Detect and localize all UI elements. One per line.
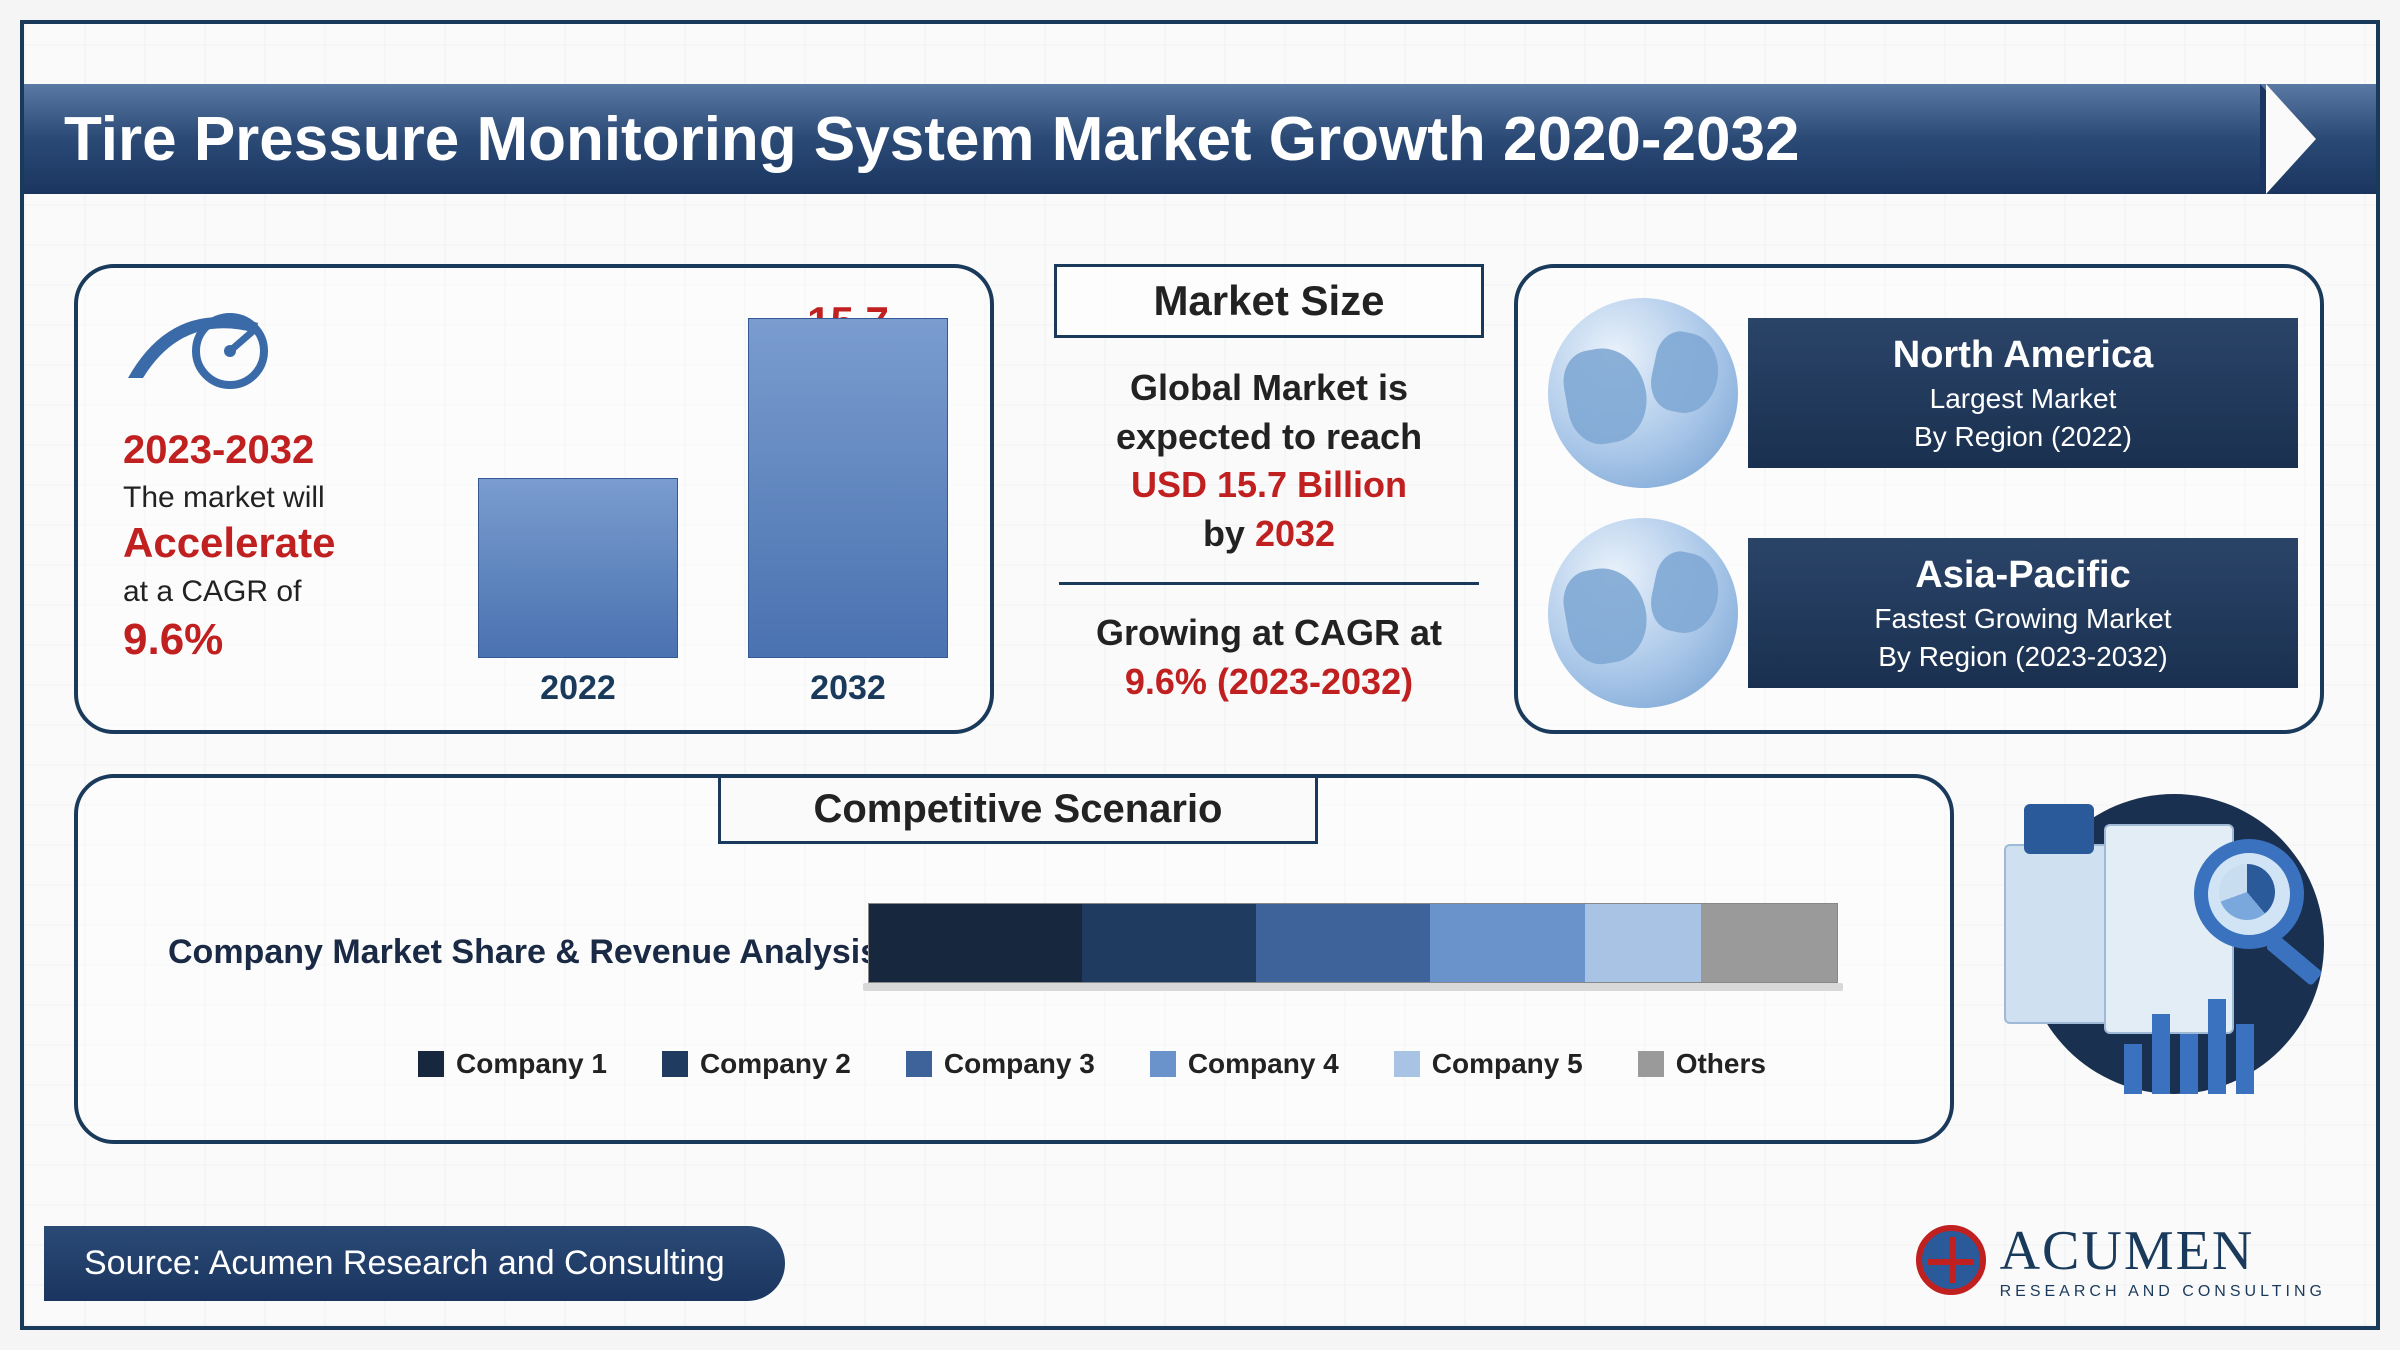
- stacked-bar-baseline: [863, 983, 1843, 991]
- logo-globe-icon: [1916, 1225, 1986, 1295]
- market-size-body: Global Market is expected to reach USD 1…: [1044, 364, 1494, 707]
- source-attribution: Source: Acumen Research and Consulting: [44, 1226, 785, 1301]
- bar-label-2022: 2022: [478, 669, 678, 708]
- legend-label: Company 5: [1432, 1048, 1583, 1080]
- legend-swatch-icon: [1394, 1051, 1420, 1077]
- ms-cagr-label: Growing at CAGR at: [1044, 609, 1494, 658]
- market-size-title: Market Size: [1153, 277, 1384, 325]
- share-segment: [1585, 904, 1701, 982]
- growth-bar-chart: 15.7 2022 2032: [458, 298, 958, 718]
- legend-item: Company 3: [906, 1048, 1095, 1080]
- acumen-logo: ACUMEN RESEARCH AND CONSULTING: [1916, 1219, 2326, 1301]
- globe-icon: [1548, 518, 1738, 708]
- legend-item: Company 5: [1394, 1048, 1583, 1080]
- bar-2022: [478, 478, 678, 658]
- competitive-title: Competitive Scenario: [813, 787, 1222, 832]
- logo-text: ACUMEN RESEARCH AND CONSULTING: [2000, 1219, 2326, 1301]
- competitive-label: Company Market Share & Revenue Analysis: [168, 933, 879, 972]
- ms-by: by 2032: [1044, 510, 1494, 559]
- region-band-apac: Asia-Pacific Fastest Growing Market By R…: [1748, 538, 2298, 688]
- growth-accelerate: Accelerate: [123, 519, 423, 567]
- market-size-title-box: Market Size: [1054, 264, 1484, 338]
- legend-swatch-icon: [1638, 1051, 1664, 1077]
- logo-sub: RESEARCH AND CONSULTING: [2000, 1283, 2326, 1301]
- ms-divider: [1059, 582, 1479, 585]
- page-title: Tire Pressure Monitoring System Market G…: [64, 104, 1800, 175]
- legend-label: Company 1: [456, 1048, 607, 1080]
- region-na-sub2: By Region (2022): [1748, 421, 2298, 453]
- region-na-sub1: Largest Market: [1748, 383, 2298, 415]
- ms-line2: expected to reach: [1044, 413, 1494, 462]
- speedometer-icon: [118, 293, 278, 403]
- competitive-legend: Company 1 Company 2 Company 3 Company 4 Comp…: [418, 1048, 1766, 1080]
- logo-main: ACUMEN: [2000, 1219, 2326, 1283]
- share-segment: [1701, 904, 1837, 982]
- region-na-title: North America: [1748, 334, 2298, 377]
- legend-item: Company 2: [662, 1048, 851, 1080]
- ms-by-prefix: by: [1203, 513, 1255, 554]
- title-bar: Tire Pressure Monitoring System Market G…: [24, 84, 2376, 194]
- legend-swatch-icon: [418, 1051, 444, 1077]
- globe-icon: [1548, 298, 1738, 488]
- share-segment: [1256, 904, 1430, 982]
- legend-label: Company 4: [1188, 1048, 1339, 1080]
- growth-line1: The market will: [123, 481, 423, 515]
- region-apac-title: Asia-Pacific: [1748, 554, 2298, 597]
- growth-text-block: 2023-2032 The market will Accelerate at …: [123, 428, 423, 665]
- legend-item: Company 4: [1150, 1048, 1339, 1080]
- region-apac-sub2: By Region (2023-2032): [1748, 641, 2298, 673]
- share-segment: [1430, 904, 1585, 982]
- analytics-illustration-icon: [1994, 784, 2334, 1124]
- infographic-frame: Tire Pressure Monitoring System Market G…: [20, 20, 2380, 1330]
- content-area: 2023-2032 The market will Accelerate at …: [74, 234, 2326, 1216]
- legend-swatch-icon: [906, 1051, 932, 1077]
- competitive-panel: Competitive Scenario Company Market Shar…: [74, 774, 1954, 1144]
- growth-percent: 9.6%: [123, 615, 423, 665]
- share-segment: [1082, 904, 1256, 982]
- legend-label: Company 2: [700, 1048, 851, 1080]
- growth-line2: at a CAGR of: [123, 575, 423, 609]
- ms-cagr-value: 9.6% (2023-2032): [1044, 658, 1494, 707]
- share-segment: [869, 904, 1082, 982]
- region-panel: North America Largest Market By Region (…: [1514, 264, 2324, 734]
- legend-item: Others: [1638, 1048, 1766, 1080]
- ms-by-year: 2032: [1255, 513, 1335, 554]
- legend-item: Company 1: [418, 1048, 607, 1080]
- legend-swatch-icon: [1150, 1051, 1176, 1077]
- market-share-stacked-bar: [868, 903, 1838, 983]
- legend-swatch-icon: [662, 1051, 688, 1077]
- growth-panel: 2023-2032 The market will Accelerate at …: [74, 264, 994, 734]
- region-band-na: North America Largest Market By Region (…: [1748, 318, 2298, 468]
- competitive-title-box: Competitive Scenario: [718, 774, 1318, 844]
- growth-period: 2023-2032: [123, 428, 423, 473]
- bar-label-2032: 2032: [748, 669, 948, 708]
- legend-label: Company 3: [944, 1048, 1095, 1080]
- region-apac-sub1: Fastest Growing Market: [1748, 603, 2298, 635]
- ms-value: USD 15.7 Billion: [1044, 461, 1494, 510]
- ms-line1: Global Market is: [1044, 364, 1494, 413]
- bar-2032: [748, 318, 948, 658]
- legend-label: Others: [1676, 1048, 1766, 1080]
